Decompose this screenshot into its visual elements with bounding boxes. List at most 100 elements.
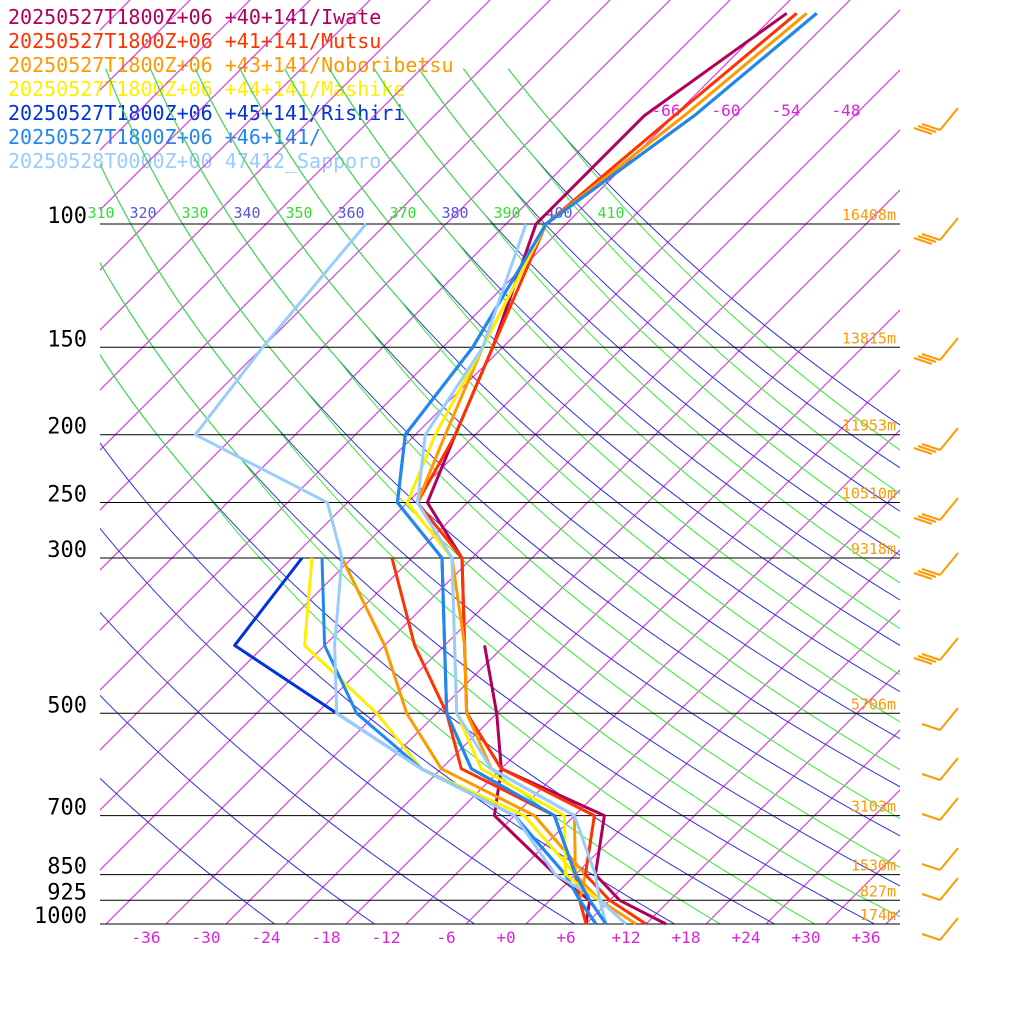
x-tick-label: +18: [672, 928, 701, 947]
x-tick-label: +6: [556, 928, 575, 947]
moist-adiabat-line: [100, 162, 900, 918]
dry-adiabat-line: [100, 527, 576, 924]
wind-barb: [913, 427, 959, 455]
isotherm-line: [100, 9, 900, 811]
x-tick-label: +30: [792, 928, 821, 947]
x-tick-label: -24: [252, 928, 281, 947]
dry-adiabat-line: [328, 68, 900, 601]
moist-adiabat-line: [239, 68, 900, 723]
wind-barb-flag: [917, 355, 937, 363]
wind-barb: [921, 757, 959, 781]
wind-barb: [921, 877, 959, 901]
theta-label: 410: [597, 204, 624, 222]
wind-barb-staff: [939, 217, 959, 241]
dry-adiabat-line: [418, 68, 900, 512]
wind-barb-flag: [921, 863, 941, 871]
wind-barb-flag: [913, 657, 933, 665]
moist-adiabat-line: [100, 261, 816, 924]
wind-barb-flag: [921, 123, 941, 131]
wind-barb-staff: [939, 107, 959, 131]
isotherm-line: [705, 729, 900, 924]
dry-adiabat-line: [239, 68, 900, 693]
wind-barb-flag: [921, 568, 941, 576]
moist-adiabat-line: [373, 68, 900, 584]
pressure-label: 850: [47, 855, 87, 880]
height-label: 16408m: [842, 206, 896, 224]
wind-barb-flag: [921, 813, 941, 821]
pressure-label: 700: [47, 796, 87, 821]
wind-barb-flag: [917, 570, 937, 578]
moist-adiabat-line: [463, 68, 900, 495]
isotherm-line: [465, 489, 900, 924]
x-tick-label: -18: [312, 928, 341, 947]
dewpoint-series-line: [340, 557, 598, 925]
moist-adiabat-line: [328, 68, 900, 630]
height-label: 5706m: [851, 695, 896, 713]
wind-barb-flag: [921, 933, 941, 941]
theta-label: 310: [87, 204, 114, 222]
wind-barb-staff: [939, 427, 959, 451]
isotherm-line: [885, 909, 900, 924]
wind-barb-flag: [921, 443, 941, 451]
wind-barb-flag: [917, 235, 937, 243]
pressure-label: 100: [47, 204, 87, 229]
dry-adiabat-line: [284, 68, 900, 646]
moist-adiabat-line: [194, 68, 900, 771]
wind-barb: [913, 552, 959, 580]
moist-adiabat-line: [100, 354, 721, 924]
height-label: 3103m: [851, 798, 896, 816]
wind-barb: [921, 797, 959, 821]
wind-barb-flag: [921, 513, 941, 521]
isotherm-line: [100, 0, 611, 511]
wind-barb: [921, 917, 959, 941]
wind-barb-flag: [913, 127, 933, 135]
isotherm-line: [0, 0, 125, 924]
wind-barb-flag: [913, 447, 933, 455]
moist-adiabat-line: [284, 68, 900, 676]
theta-label: 390: [493, 204, 520, 222]
isotherm-line: [100, 0, 671, 571]
pressure-label: 925: [47, 880, 87, 905]
isotherm-line: [585, 609, 900, 924]
moist-adiabat-line: [149, 68, 900, 820]
height-label: 11953m: [842, 417, 896, 435]
x-tick-label: +24: [732, 928, 761, 947]
height-label: 174m: [860, 906, 896, 924]
pressure-label: 250: [47, 483, 87, 508]
isotherm-line: [645, 669, 900, 924]
x-tick-label: -6: [436, 928, 455, 947]
theta-label: 340: [233, 204, 260, 222]
isotherm-line: [100, 0, 131, 31]
theta-label: 370: [389, 204, 416, 222]
theta-label: 320: [129, 204, 156, 222]
pressure-label: 150: [47, 327, 87, 352]
isotherm-line: [100, 0, 311, 211]
wind-barb: [921, 707, 959, 731]
pressure-label: 300: [47, 538, 87, 563]
temperature-series-line: [415, 12, 798, 926]
x-tick-label: -30: [192, 928, 221, 947]
upper-isotherm-label: -54: [772, 101, 801, 120]
isotherm-line: [0, 0, 5, 924]
wind-barb-staff: [939, 497, 959, 521]
wind-barb-flag: [921, 653, 941, 661]
legend-entry: 20250527T1800Z+06 +43+141/Noboribetsu: [8, 53, 454, 77]
wind-barb: [913, 337, 959, 365]
upper-isotherm-label: -66: [652, 101, 681, 120]
isotherm-line: [100, 0, 431, 331]
temperature-series-line: [395, 12, 818, 925]
wind-barb-staff: [939, 552, 959, 576]
data-series-group: [193, 12, 818, 926]
wind-barb-flag: [921, 353, 941, 361]
wind-barb-flag: [917, 445, 937, 453]
legend-entry: 20250527T1800Z+06 +45+141/Rishiri: [8, 101, 406, 125]
x-tick-label: +0: [496, 928, 515, 947]
isotherm-line: [525, 549, 900, 924]
moist-adiabat-line: [418, 68, 900, 539]
wind-barb-staff: [939, 847, 959, 871]
wind-barb-flag: [921, 233, 941, 241]
wind-barb-flag: [917, 515, 937, 523]
dry-adiabat-line: [100, 611, 476, 924]
theta-label: 350: [285, 204, 312, 222]
wind-barb-flag: [917, 655, 937, 663]
